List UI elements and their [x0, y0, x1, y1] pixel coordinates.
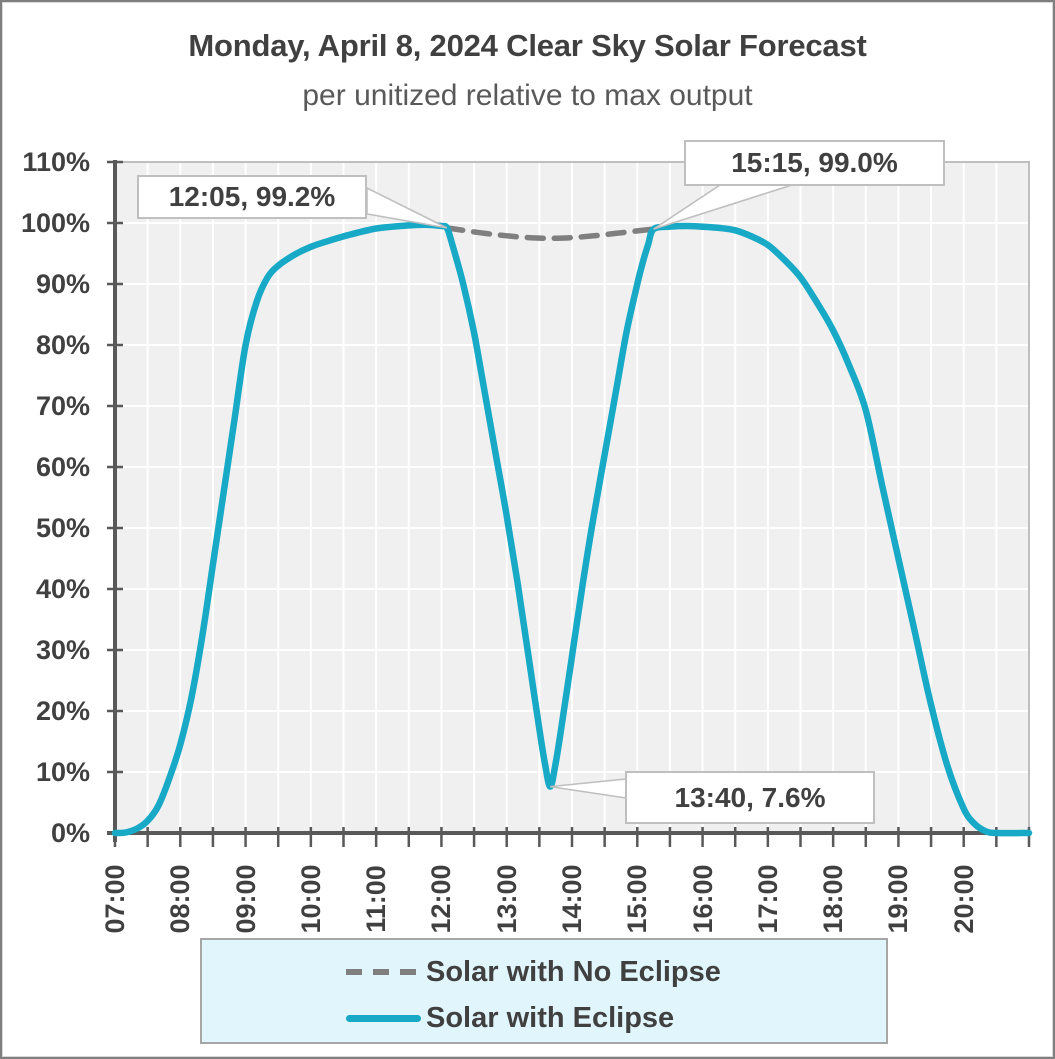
x-axis-tick-label: 13:00: [491, 864, 522, 934]
x-axis-tick-label: 10:00: [295, 864, 326, 934]
x-axis-tick-label: 09:00: [230, 864, 261, 934]
solid-line-swatch-icon: [346, 1014, 421, 1022]
data-label-callout: 15:15, 99.0%: [684, 140, 945, 186]
callout-leader: [366, 186, 448, 229]
y-axis-tick-label: 20%: [35, 696, 90, 726]
series-line-eclipse: [111, 221, 1033, 837]
x-axis-tick-label: 15:00: [622, 864, 653, 934]
plot-border: [115, 161, 1030, 833]
y-axis-tick-label: 90%: [35, 269, 90, 299]
data-label-callout: 13:40, 7.6%: [625, 771, 875, 824]
x-gridlines: [146, 162, 998, 833]
data-label-callout: 12:05, 99.2%: [137, 175, 367, 219]
x-axis-ticks: [113, 827, 1031, 847]
chart-subtitle: per unitized relative to max output: [302, 79, 753, 112]
y-axis-tick-label: 40%: [35, 574, 90, 604]
x-axis-tick-label: 18:00: [818, 864, 849, 934]
x-axis-tick-label: 20:00: [948, 864, 979, 934]
y-axis-tick-label: 70%: [35, 391, 90, 421]
y-axis-tick-label: 30%: [35, 635, 90, 665]
legend: Solar with No Eclipse Solar with Eclipse: [200, 938, 888, 1044]
legend-entry: Solar with No Eclipse: [346, 952, 721, 992]
legend-entry-label: Solar with Eclipse: [426, 1001, 675, 1034]
x-axis-tick-label: 19:00: [883, 864, 914, 934]
x-axis-tick-label: 12:00: [426, 864, 457, 934]
y-axis-tick-label: 80%: [35, 330, 90, 360]
dashed-line-swatch-icon: [346, 969, 421, 975]
y-axis-tick-label: 50%: [35, 513, 90, 543]
x-axis-tick-label: 07:00: [100, 864, 130, 934]
y-axis-tick-label: 0%: [50, 818, 90, 848]
y-axis-tick-label: 100%: [20, 208, 90, 238]
y-axis-tick-label: 60%: [35, 452, 90, 482]
x-axis-tick-label: 08:00: [165, 864, 196, 934]
y-gridlines: [115, 222, 1029, 773]
chart-title: Monday, April 8, 2024 Clear Sky Solar Fo…: [188, 28, 867, 63]
series-line-no-eclipse: [444, 225, 657, 242]
y-axis-tick-label: 110%: [22, 147, 90, 177]
x-axis-tick-label: 17:00: [752, 864, 783, 934]
legend-entry: Solar with Eclipse: [346, 998, 674, 1038]
legend-entry-label: Solar with No Eclipse: [426, 955, 721, 988]
x-axis-tick-label: 16:00: [687, 864, 718, 934]
x-axis-tick-label: 14:00: [557, 864, 587, 934]
y-axis-tick-label: 10%: [35, 757, 90, 787]
x-axis-tick-label: 11:00: [361, 865, 392, 933]
